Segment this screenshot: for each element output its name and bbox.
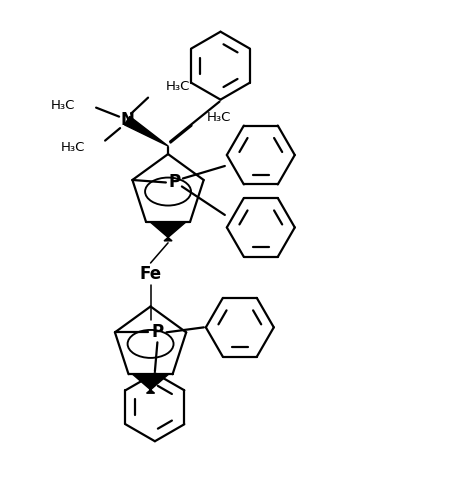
Polygon shape <box>124 116 168 146</box>
Text: H₃C: H₃C <box>166 80 190 93</box>
Text: H₃C: H₃C <box>207 111 231 124</box>
Text: H₃C: H₃C <box>61 141 85 154</box>
Text: P: P <box>152 323 163 342</box>
Text: H₃C: H₃C <box>51 99 75 112</box>
Polygon shape <box>150 222 186 241</box>
Text: P: P <box>169 174 181 192</box>
Text: Fe: Fe <box>139 265 161 283</box>
Text: N: N <box>120 111 134 129</box>
Polygon shape <box>133 374 169 393</box>
